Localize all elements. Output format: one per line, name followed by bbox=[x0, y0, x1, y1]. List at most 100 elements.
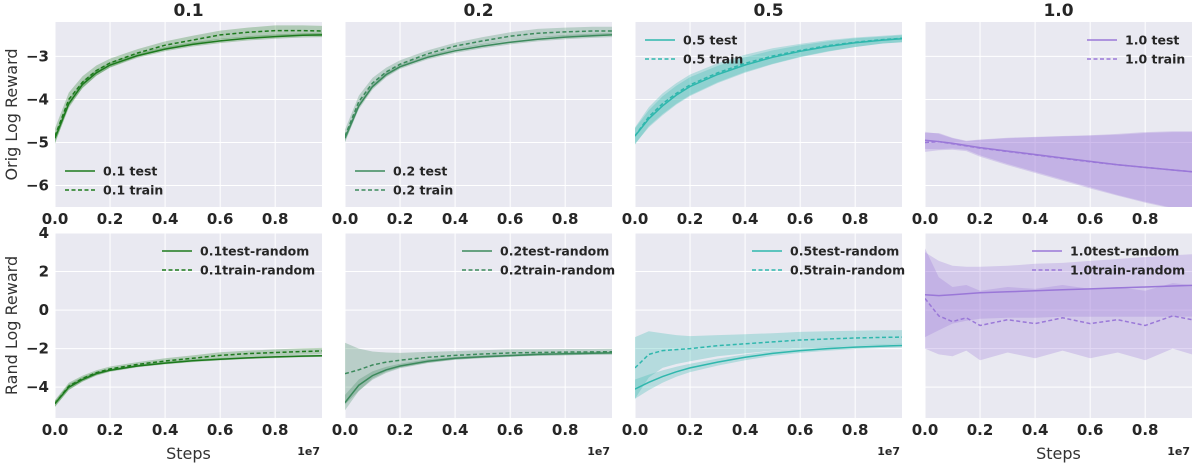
legend-label: 0.2 test bbox=[393, 164, 447, 179]
x-tick-label: 0.8 bbox=[262, 210, 289, 228]
x-tick-label: 0.8 bbox=[1132, 421, 1159, 439]
x-tick-label: 0.4 bbox=[732, 421, 759, 439]
x-tick-label: 0.6 bbox=[787, 210, 814, 228]
series-line bbox=[345, 352, 612, 404]
legend-label: 0.2test-random bbox=[500, 244, 609, 259]
series-band bbox=[925, 248, 1192, 361]
legend-label: 0.5test-random bbox=[790, 244, 899, 259]
legend: 0.2test-random 0.2train-random bbox=[462, 244, 615, 278]
x-tick-label: 0.6 bbox=[207, 210, 234, 228]
x-tick-label: 0.0 bbox=[912, 210, 939, 228]
plot-area bbox=[55, 25, 322, 144]
legend-label: 0.1train-random bbox=[200, 263, 315, 278]
legend-label: 1.0test-random bbox=[1070, 244, 1179, 259]
y-axis-label: Orig Log Reward bbox=[2, 48, 21, 180]
x-tick-label: 0.2 bbox=[97, 421, 124, 439]
x-tick-label: 0.2 bbox=[387, 421, 414, 439]
y-tick-label: −2 bbox=[26, 340, 49, 358]
x-offset-label: 1e7 bbox=[1167, 445, 1190, 458]
x-tick-label: 0.2 bbox=[677, 421, 704, 439]
x-axis-label: Steps bbox=[1036, 444, 1081, 463]
series-band bbox=[55, 25, 322, 144]
legend-label: 0.2train-random bbox=[500, 263, 615, 278]
plot-area bbox=[345, 26, 612, 143]
legend-label: 0.1 train bbox=[103, 183, 163, 198]
legend: 1.0 test 1.0 train bbox=[1087, 33, 1185, 67]
series-line bbox=[345, 350, 612, 375]
y-tick-label: 2 bbox=[39, 263, 49, 281]
legend-label: 0.5 train bbox=[683, 52, 743, 67]
panel-background bbox=[345, 22, 612, 207]
legend-label: 1.0 train bbox=[1125, 52, 1185, 67]
x-tick-label: 0.8 bbox=[262, 421, 289, 439]
x-tick-label: 0.4 bbox=[732, 210, 759, 228]
x-tick-label: 0.0 bbox=[332, 210, 359, 228]
legend-label: 0.1test-random bbox=[200, 244, 309, 259]
panel-title: 0.1 bbox=[173, 1, 203, 21]
series-line bbox=[925, 284, 1192, 297]
x-tick-label: 0.8 bbox=[1132, 210, 1159, 228]
x-tick-label: 0.0 bbox=[622, 421, 649, 439]
panel-background bbox=[635, 22, 902, 207]
x-tick-label: 0.6 bbox=[207, 421, 234, 439]
x-tick-label: 0.4 bbox=[442, 421, 469, 439]
legend-label: 0.1 test bbox=[103, 164, 157, 179]
plot-area bbox=[55, 347, 322, 407]
series-line bbox=[635, 37, 902, 137]
x-tick-label: 0.6 bbox=[497, 421, 524, 439]
panel-title: 0.5 bbox=[753, 1, 783, 21]
x-tick-label: 0.2 bbox=[967, 421, 994, 439]
panel-background bbox=[55, 22, 322, 207]
y-tick-label: −4 bbox=[26, 378, 49, 396]
x-tick-label: 0.8 bbox=[552, 421, 579, 439]
plot-area bbox=[925, 131, 1192, 207]
plot-area bbox=[345, 342, 612, 411]
legend-label: 0.5train-random bbox=[790, 263, 905, 278]
panel-2: 0.0 0.2 0.4 0.6 0.8 0.2 0.2 test 0.2 train bbox=[332, 1, 612, 228]
series-line bbox=[345, 34, 612, 139]
y-axis-label: Rand Log Reward bbox=[2, 256, 21, 395]
legend: 0.5 test 0.5 train bbox=[645, 33, 743, 67]
series-band bbox=[925, 252, 1192, 338]
y-tick-label: −5 bbox=[26, 133, 49, 151]
x-tick-label: 0.4 bbox=[152, 210, 179, 228]
x-tick-label: 0.6 bbox=[1077, 210, 1104, 228]
x-tick-label: 0.0 bbox=[332, 421, 359, 439]
plot-area bbox=[635, 330, 902, 399]
legend-label: 0.5 test bbox=[683, 33, 737, 48]
series-band bbox=[55, 347, 322, 407]
panel-5: 0.0 0.2 0.4 0.6 0.8 4 2 0 −2 −4 Steps Rand Log Rewa… bbox=[2, 224, 322, 463]
panel-background bbox=[925, 22, 1192, 207]
x-tick-label: 0.2 bbox=[967, 210, 994, 228]
x-tick-label: 0.4 bbox=[1022, 421, 1049, 439]
y-tick-label: −6 bbox=[26, 176, 49, 194]
panel-title: 0.2 bbox=[463, 1, 493, 21]
series-band bbox=[925, 131, 1192, 207]
x-tick-label: 0.6 bbox=[497, 210, 524, 228]
panel-background bbox=[55, 233, 322, 418]
panel-1: 0.0 0.2 0.4 0.6 0.8 −3 −4 −5 −6 0.1 Orig Log Rewar… bbox=[2, 1, 322, 228]
y-tick-label: 0 bbox=[39, 301, 49, 319]
legend-label: 0.2 train bbox=[393, 183, 453, 198]
x-tick-label: 0.4 bbox=[442, 210, 469, 228]
x-tick-label: 0.6 bbox=[787, 421, 814, 439]
x-tick-label: 0.0 bbox=[622, 210, 649, 228]
x-tick-label: 0.2 bbox=[677, 210, 704, 228]
x-tick-label: 0.8 bbox=[842, 210, 869, 228]
legend-label: 1.0 test bbox=[1125, 33, 1179, 48]
x-offset-label: 1e7 bbox=[877, 445, 900, 458]
x-offset-label: 1e7 bbox=[297, 445, 320, 458]
series-line bbox=[345, 30, 612, 137]
x-tick-label: 0.4 bbox=[1022, 210, 1049, 228]
x-offset-label: 1e7 bbox=[587, 445, 610, 458]
panel-background bbox=[635, 233, 902, 418]
panel-6: 0.0 0.2 0.4 0.6 0.8 1e7 0.2test-random 0.2train… bbox=[332, 232, 615, 458]
y-tick-label: 4 bbox=[39, 224, 49, 242]
panel-7: 0.0 0.2 0.4 0.6 0.8 1e7 0.5test-random 0.5train… bbox=[622, 232, 905, 458]
series-line bbox=[55, 34, 322, 139]
x-tick-label: 0.8 bbox=[842, 421, 869, 439]
legend: 0.2 test 0.2 train bbox=[355, 164, 453, 198]
series-line bbox=[925, 140, 1192, 173]
x-tick-label: 0.2 bbox=[97, 210, 124, 228]
